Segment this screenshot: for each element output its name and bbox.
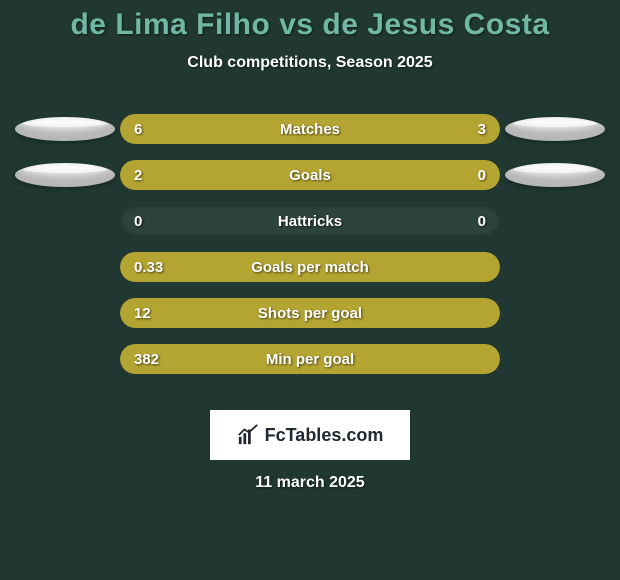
bar-track: 63Matches [120, 114, 500, 144]
category-label: Goals per match [120, 252, 500, 282]
category-label: Min per goal [120, 344, 500, 374]
page-title: de Lima Filho vs de Jesus Costa [0, 0, 620, 42]
team-ellipse-icon [505, 163, 605, 187]
title-player-right: de Jesus Costa [322, 8, 549, 41]
category-label: Matches [120, 114, 500, 144]
stat-row: 0.33Goals per match [0, 244, 620, 290]
category-label: Hattricks [120, 206, 500, 236]
category-label: Goals [120, 160, 500, 190]
stat-row: 382Min per goal [0, 336, 620, 382]
bar-track: 20Goals [120, 160, 500, 190]
bar-track: 00Hattricks [120, 206, 500, 236]
title-vs: vs [279, 8, 313, 41]
title-player-left: de Lima Filho [70, 8, 270, 41]
date-label: 11 march 2025 [0, 474, 620, 492]
bar-track: 12Shots per goal [120, 298, 500, 328]
player-badge-right [500, 163, 610, 187]
logo-text: FcTables.com [265, 425, 384, 446]
stat-row: 63Matches [0, 106, 620, 152]
player-badge-left [10, 163, 120, 187]
chart-icon [237, 424, 259, 446]
team-ellipse-icon [15, 117, 115, 141]
stat-row: 12Shots per goal [0, 290, 620, 336]
comparison-chart: 63Matches 20Goals 00Hattricks 0.33Goals per… [0, 106, 620, 382]
bar-track: 0.33Goals per match [120, 252, 500, 282]
stat-row: 20Goals [0, 152, 620, 198]
team-ellipse-icon [505, 117, 605, 141]
bar-track: 382Min per goal [120, 344, 500, 374]
category-label: Shots per goal [120, 298, 500, 328]
fctables-logo: FcTables.com [210, 410, 410, 460]
stat-row: 00Hattricks [0, 198, 620, 244]
subtitle: Club competitions, Season 2025 [0, 54, 620, 72]
player-badge-left [10, 117, 120, 141]
team-ellipse-icon [15, 163, 115, 187]
player-badge-right [500, 117, 610, 141]
